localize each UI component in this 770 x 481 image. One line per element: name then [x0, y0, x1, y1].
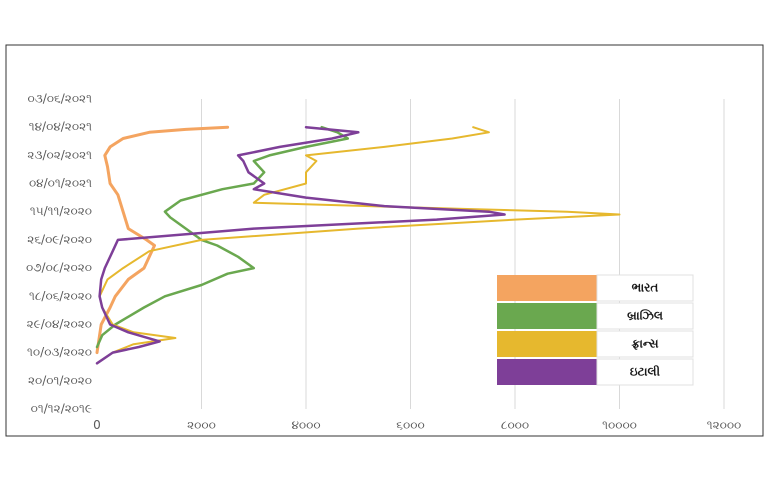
- x-axis-ticks: 0 ૨૦૦૦ ૪૦૦૦ ૬૦૦૦ ૮૦૦૦ ૧૦૦૦૦ ૧૨૦૦૦: [93, 418, 741, 432]
- y-tick-label: ૧૮/૦૬/૨૦૨૦: [29, 289, 92, 303]
- legend: ભારત બ્રાઝિલ ફ્રાન્સ ઇટાલી: [497, 274, 694, 386]
- series-lines: [95, 125, 621, 365]
- y-tick-label: ૦૭/૦૮/૨૦૨૦: [26, 261, 92, 275]
- grid: [201, 99, 725, 409]
- y-tick-label: ૧૫/૧૧/૨૦૨૦: [30, 204, 92, 218]
- y-tick-label: ૦૧/૧૨/૨૦૧૯: [31, 402, 92, 416]
- legend-swatch: [497, 359, 597, 385]
- y-tick-label: ૦૪/૦૧/૨૦૨૧: [29, 176, 92, 190]
- y-tick-label: ૨૬/૦૯/૨૦૨૦: [27, 232, 92, 246]
- y-tick-label: ૧૪/૦૪/૨૦૨૧: [29, 120, 92, 134]
- x-tick-label: ૮૦૦૦: [501, 418, 529, 432]
- x-tick-label: ૪૦૦૦: [291, 418, 320, 432]
- legend-swatch: [497, 303, 597, 329]
- legend-label-box: [596, 302, 694, 330]
- y-tick-label: ૨૩/૦૨/૨૦૨૧: [27, 148, 92, 162]
- x-tick-label: ૬૦૦૦: [396, 418, 424, 432]
- series-line-2: [95, 125, 350, 349]
- y-tick-label: ૧૦/૦૩/૨૦૨૦: [27, 345, 92, 359]
- legend-label: ભારત: [632, 281, 659, 295]
- legend-swatch: [497, 331, 597, 357]
- legend-label: ફ્રાન્સ: [631, 337, 659, 351]
- legend-label-box: [596, 274, 694, 302]
- series-line-1: [95, 125, 230, 355]
- x-tick-label: 0: [93, 418, 101, 432]
- legend-label-box: [596, 330, 694, 358]
- legend-label-box: [596, 358, 694, 386]
- series-line-3: [96, 126, 621, 365]
- y-tick-label: ૨૦/૦૧/૨૦૨૦: [28, 373, 92, 387]
- y-tick-label: ૦૩/૦૬/૨૦૨૧: [28, 92, 93, 106]
- legend-label: ઇટાલી: [630, 364, 661, 379]
- legend-swatch: [497, 275, 597, 301]
- series-line-4: [95, 125, 506, 365]
- x-tick-label: ૧૦૦૦૦: [602, 418, 637, 432]
- legend-label: બ્રાઝિલ: [627, 308, 663, 323]
- y-axis-ticks: ૦૧/૧૨/૨૦૧૯ ૨૦/૦૧/૨૦૨૦ ૧૦/૦૩/૨૦૨૦ ૨૯/૦૪/૨૦૨૦…: [26, 92, 92, 416]
- x-tick-label: ૨૦૦૦: [187, 418, 216, 432]
- x-tick-label: ૧૨૦૦૦: [707, 418, 742, 432]
- y-tick-label: ૨૯/૦૪/૨૦૨૦: [27, 317, 92, 331]
